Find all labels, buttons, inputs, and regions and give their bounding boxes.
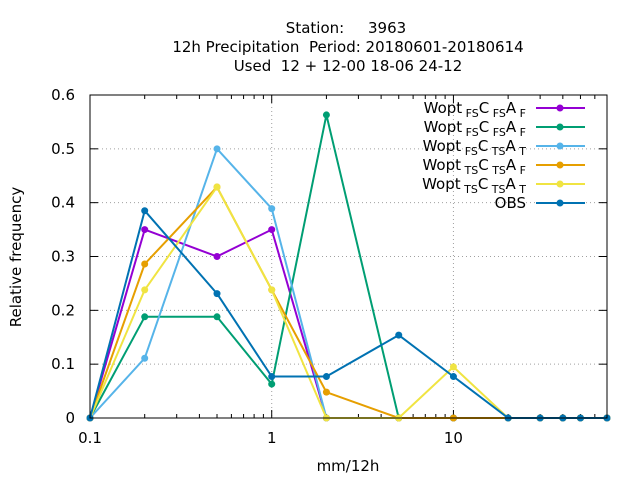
data-point xyxy=(213,183,221,191)
x-tick-label: 10 xyxy=(444,429,463,447)
title-line-station: Station: 3963 xyxy=(286,19,406,37)
data-point xyxy=(395,331,403,339)
legend-swatch-point xyxy=(556,123,564,131)
series-line xyxy=(89,113,607,419)
legend-entry: Wopt FSC TSA T xyxy=(423,137,585,158)
data-point xyxy=(268,226,276,234)
data-point xyxy=(268,380,276,388)
legend-entry: Wopt FSC FSA F xyxy=(424,118,585,139)
data-point xyxy=(141,260,149,268)
series-2 xyxy=(86,145,611,422)
data-point xyxy=(141,354,149,362)
legend-label: Wopt FSC TSA T xyxy=(423,137,527,158)
legend-swatch-point xyxy=(556,199,564,207)
series-3 xyxy=(86,183,611,422)
legend-entry: Wopt FSC FSA F xyxy=(424,99,585,120)
legend-entry: Wopt TSC TSA T xyxy=(422,175,585,196)
data-point xyxy=(449,363,457,371)
series-line xyxy=(89,209,607,419)
data-point xyxy=(268,286,276,294)
series-1 xyxy=(86,111,611,422)
data-point xyxy=(141,226,149,234)
x-tick-label: 1 xyxy=(267,429,277,447)
data-point xyxy=(141,286,149,294)
y-tick-label: 0.3 xyxy=(51,248,75,266)
data-point xyxy=(213,253,221,260)
data-point xyxy=(213,313,221,321)
y-axis-label: Relative frequency xyxy=(7,187,25,328)
series-0 xyxy=(86,226,611,422)
series-line xyxy=(89,186,607,419)
chart-title: Station: 3963 12h Precipitation Period: … xyxy=(172,19,523,75)
data-point xyxy=(268,205,276,213)
legend-swatch-point xyxy=(556,161,564,169)
legend-label: Wopt FSC FSA F xyxy=(424,118,526,139)
y-tick-label: 0.1 xyxy=(51,355,75,373)
series-group xyxy=(86,111,611,422)
x-tick-label: 0.1 xyxy=(78,429,102,447)
y-tick-label: 0.2 xyxy=(51,301,75,319)
data-point xyxy=(322,111,330,119)
data-point xyxy=(213,145,221,153)
y-tick-label: 0 xyxy=(65,409,75,427)
y-tick-label: 0.5 xyxy=(51,140,75,158)
series-line xyxy=(89,186,607,419)
data-point xyxy=(141,207,149,215)
title-line-period: 12h Precipitation Period: 20180601-20180… xyxy=(172,38,523,56)
data-point xyxy=(268,373,276,381)
series-line xyxy=(89,147,607,419)
title-line-used: Used 12 + 12-00 18-06 24-12 xyxy=(234,57,463,75)
legend-swatch-point xyxy=(556,142,564,150)
legend-entry: OBS xyxy=(495,194,585,212)
legend-entry: Wopt TSC TSA F xyxy=(422,156,585,177)
series-4 xyxy=(86,183,611,422)
data-point xyxy=(141,313,149,321)
legend-label: OBS xyxy=(495,194,526,212)
legend-swatch-point xyxy=(556,180,564,188)
legend-label: Wopt TSC TSA F xyxy=(422,156,526,177)
plot-frame xyxy=(89,94,608,419)
series-5 xyxy=(86,207,611,422)
x-axis-label: mm/12h xyxy=(317,457,380,475)
data-point xyxy=(322,373,330,381)
y-tick-label: 0.4 xyxy=(51,194,75,212)
data-point xyxy=(322,388,330,396)
data-point xyxy=(213,290,221,298)
legend-swatch-point xyxy=(556,104,564,112)
tick-labels: 00.10.20.30.40.50.60.1 1 10 xyxy=(51,86,463,447)
y-tick-label: 0.6 xyxy=(51,86,75,104)
legend-label: Wopt FSC FSA F xyxy=(424,99,526,120)
data-point xyxy=(449,373,457,381)
legend-label: Wopt TSC TSA T xyxy=(422,175,526,196)
